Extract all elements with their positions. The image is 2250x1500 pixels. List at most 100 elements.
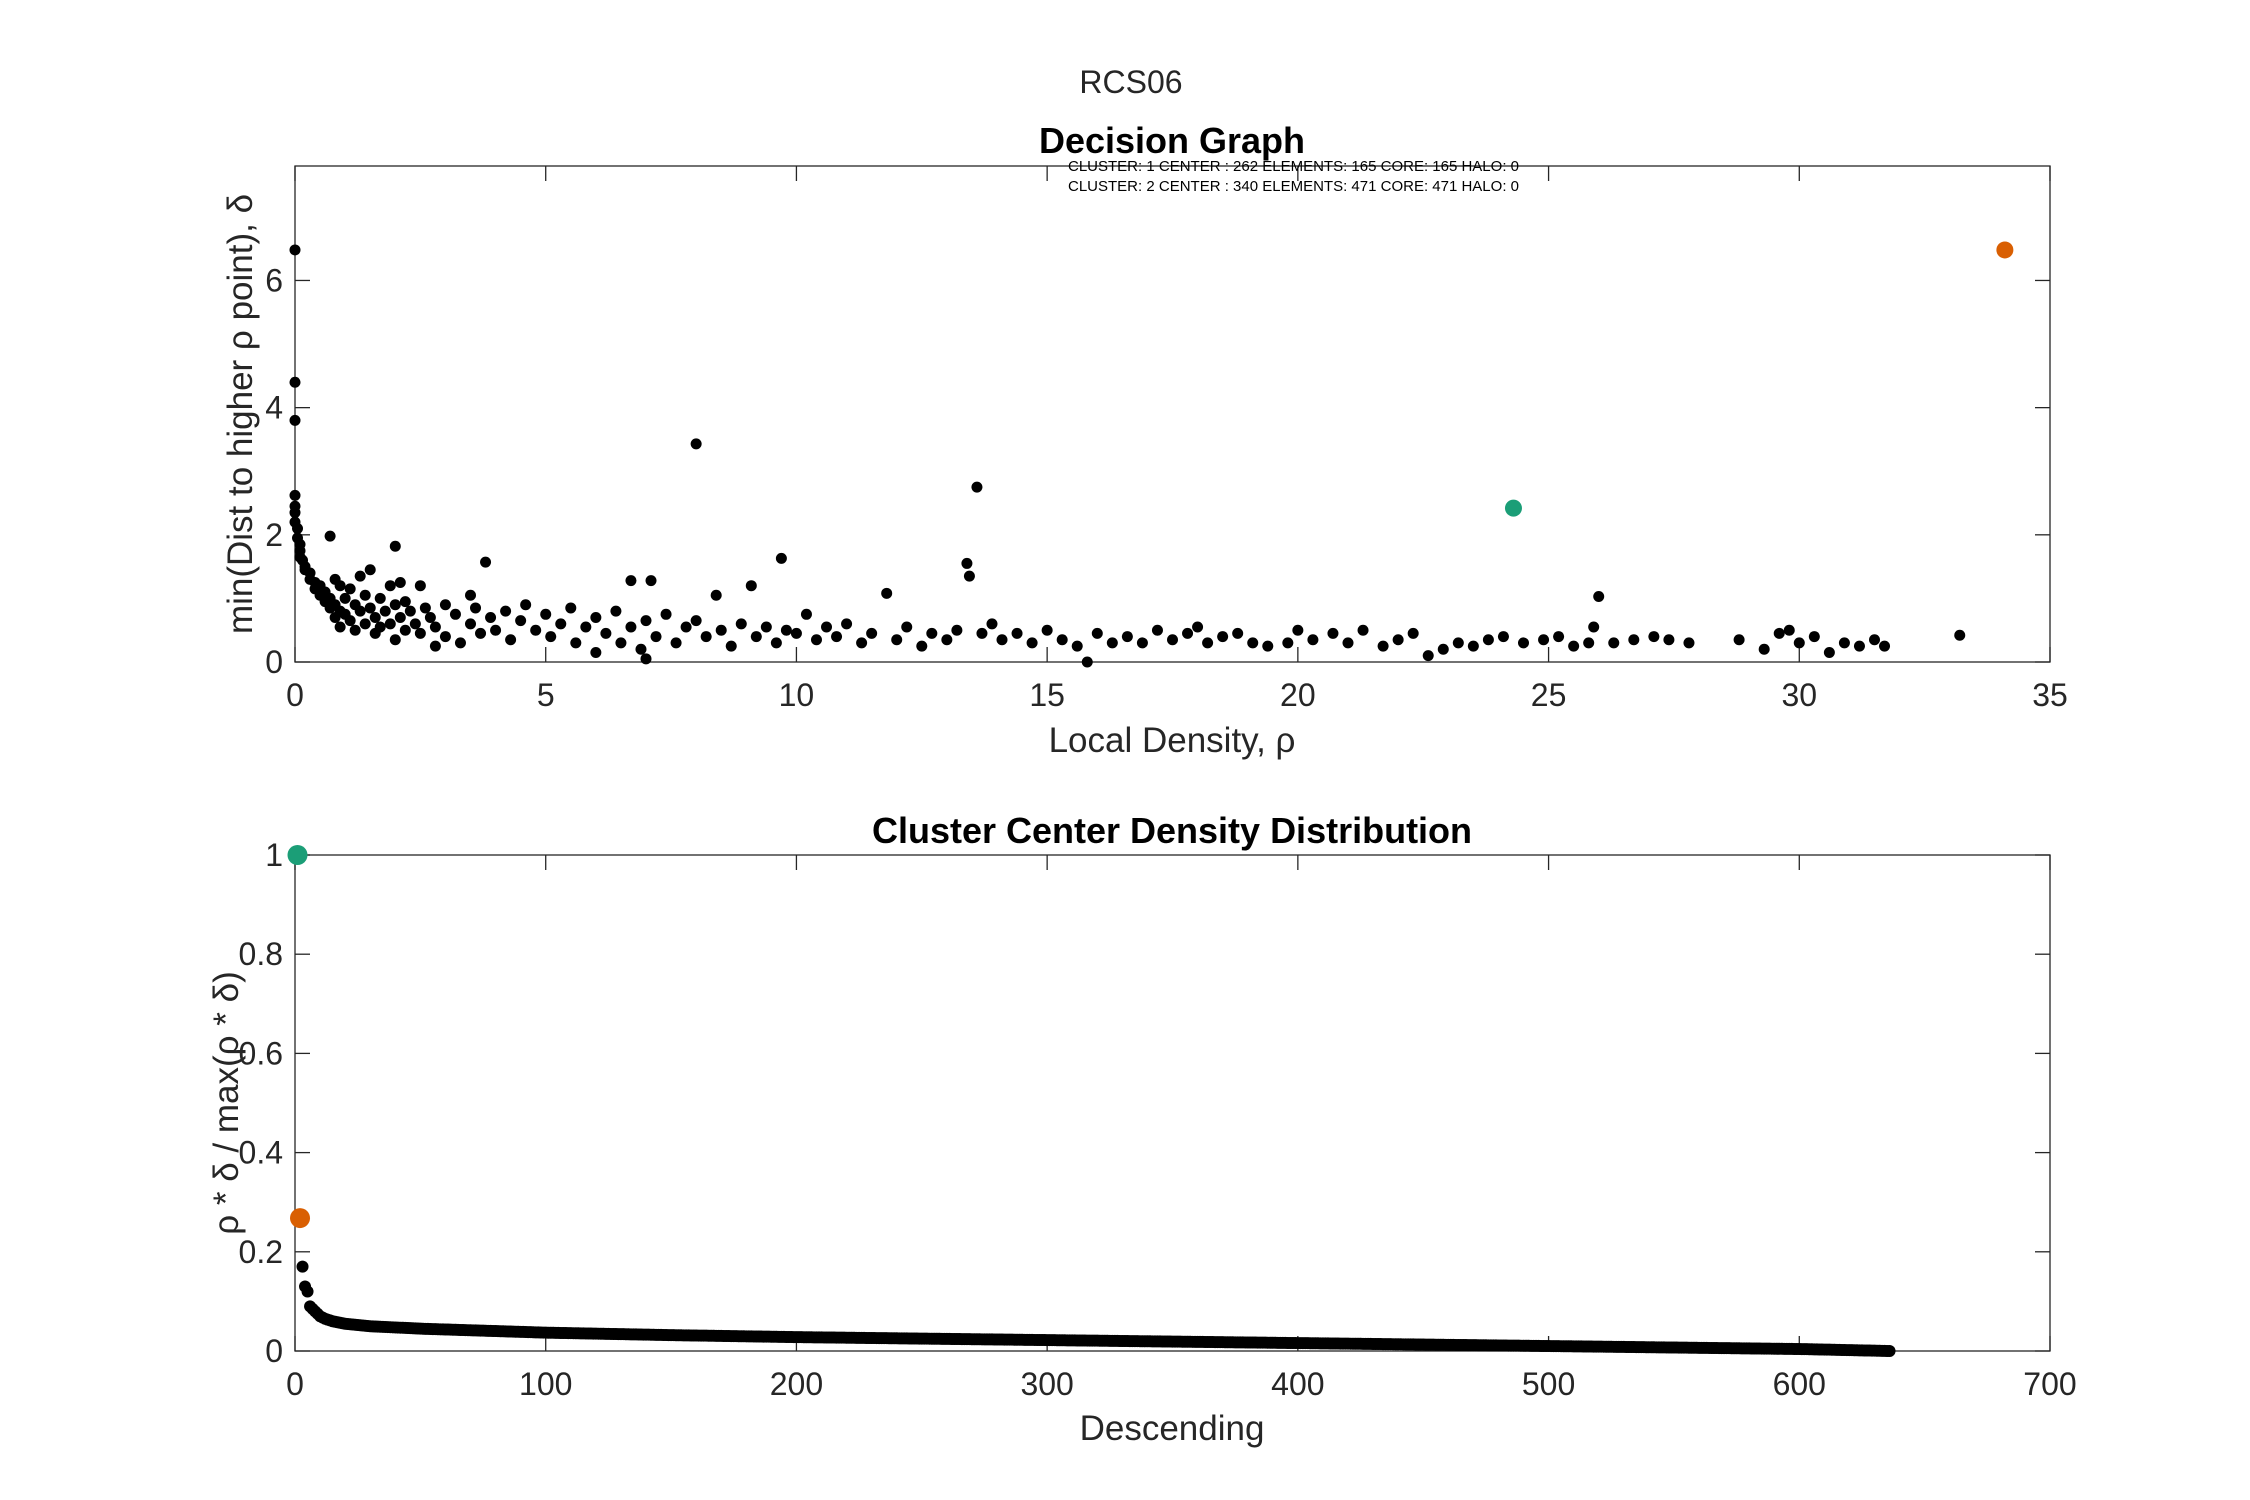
data-point <box>530 624 542 636</box>
data-point <box>1518 637 1529 649</box>
data-point <box>364 602 376 614</box>
data-point <box>610 605 622 617</box>
x-tick-label: 700 <box>2023 1366 2076 1402</box>
data-point <box>515 615 527 627</box>
data-point <box>429 621 441 633</box>
data-point <box>570 637 582 649</box>
data-point <box>289 414 301 426</box>
cluster-2-annotation: CLUSTER: 2 CENTER : 340 ELEMENTS: 471 CO… <box>1068 178 1519 195</box>
data-point <box>354 605 366 617</box>
data-point <box>735 618 747 630</box>
data-point <box>1232 627 1244 639</box>
data-point <box>1588 621 1600 633</box>
data-point <box>690 438 702 450</box>
data-point <box>429 640 441 652</box>
data-point <box>1071 640 1083 652</box>
highlighted-center-point-1 <box>287 845 308 865</box>
density-distribution-axes: Cluster Center Density Distribution 0 100… <box>207 810 2077 1448</box>
data-point <box>810 634 822 646</box>
x-tick-label: 15 <box>1029 677 1065 713</box>
density-distribution-ylabel: ρ * δ / max(ρ * δ) <box>207 971 246 1235</box>
data-point <box>1247 637 1259 649</box>
data-point <box>1151 624 1163 636</box>
data-point <box>650 631 662 643</box>
data-point <box>891 634 903 646</box>
data-point <box>289 376 301 388</box>
x-tick-label: 30 <box>1781 677 1817 713</box>
data-point <box>1282 637 1294 649</box>
data-point <box>414 580 426 592</box>
data-point <box>821 621 833 633</box>
highlighted-center-point-2 <box>290 1208 311 1229</box>
decision-graph-points <box>289 241 2014 668</box>
data-point <box>384 580 396 592</box>
data-point <box>750 631 762 643</box>
data-point <box>1783 624 1795 636</box>
density-distribution-xlabel: Descending <box>1080 1409 1265 1448</box>
density-distribution-points <box>287 845 1896 1357</box>
data-point <box>1357 624 1369 636</box>
data-point <box>951 624 963 636</box>
x-tick-label: 25 <box>1531 677 1567 713</box>
data-point <box>775 552 787 564</box>
x-tick-label: 10 <box>779 677 815 713</box>
data-point <box>389 634 401 646</box>
data-point <box>449 608 461 620</box>
y-tick-label: 6 <box>265 262 283 298</box>
data-point <box>625 621 637 633</box>
data-point <box>1041 624 1053 636</box>
ranked-point <box>296 1260 309 1273</box>
data-point <box>800 608 812 620</box>
data-point <box>359 589 371 601</box>
decision-graph-ticks: 0 5 10 15 20 25 30 35 0 2 4 6 <box>265 166 2068 713</box>
data-point <box>1467 640 1479 652</box>
data-point <box>324 530 336 542</box>
data-point <box>1773 627 1785 639</box>
data-point <box>881 587 893 599</box>
x-tick-label: 300 <box>1020 1366 1073 1402</box>
y-tick-label: 2 <box>265 517 283 553</box>
y-tick-label: 1 <box>265 837 283 873</box>
data-point <box>1121 631 1133 643</box>
data-point <box>866 627 878 639</box>
figure-title: RCS06 <box>1079 64 1182 100</box>
data-point <box>349 624 361 636</box>
data-point <box>439 631 451 643</box>
decision-graph-frame <box>294 165 2051 663</box>
x-tick-label: 400 <box>1271 1366 1324 1402</box>
data-point <box>1808 631 1820 643</box>
ranked-point <box>1883 1345 1896 1357</box>
data-point <box>439 599 451 611</box>
data-point <box>465 618 476 630</box>
data-point <box>1733 634 1745 646</box>
data-point <box>1683 637 1695 649</box>
data-point <box>485 611 497 623</box>
data-point <box>1437 643 1449 655</box>
data-point <box>384 618 396 630</box>
data-point <box>916 640 928 652</box>
data-point <box>289 244 301 256</box>
data-point <box>394 577 406 589</box>
data-point <box>389 540 401 552</box>
x-tick-label: 600 <box>1773 1366 1826 1402</box>
data-point <box>1538 634 1550 646</box>
data-point <box>580 621 592 633</box>
data-point <box>1081 656 1093 668</box>
data-point <box>1793 637 1805 649</box>
data-point <box>1497 631 1509 643</box>
data-point <box>374 621 386 633</box>
decision-graph-xlabel: Local Density, ρ <box>1049 721 1296 760</box>
data-point <box>1307 634 1319 646</box>
data-point <box>369 611 381 623</box>
x-tick-label: 5 <box>537 677 555 713</box>
data-point <box>1628 634 1640 646</box>
data-point <box>1217 631 1229 643</box>
data-point <box>770 637 782 649</box>
data-point <box>1182 627 1194 639</box>
data-point <box>490 624 502 636</box>
density-distribution-title: Cluster Center Density Distribution <box>872 810 1472 851</box>
data-point <box>1853 640 1865 652</box>
data-point <box>640 653 652 665</box>
data-point <box>419 602 431 614</box>
